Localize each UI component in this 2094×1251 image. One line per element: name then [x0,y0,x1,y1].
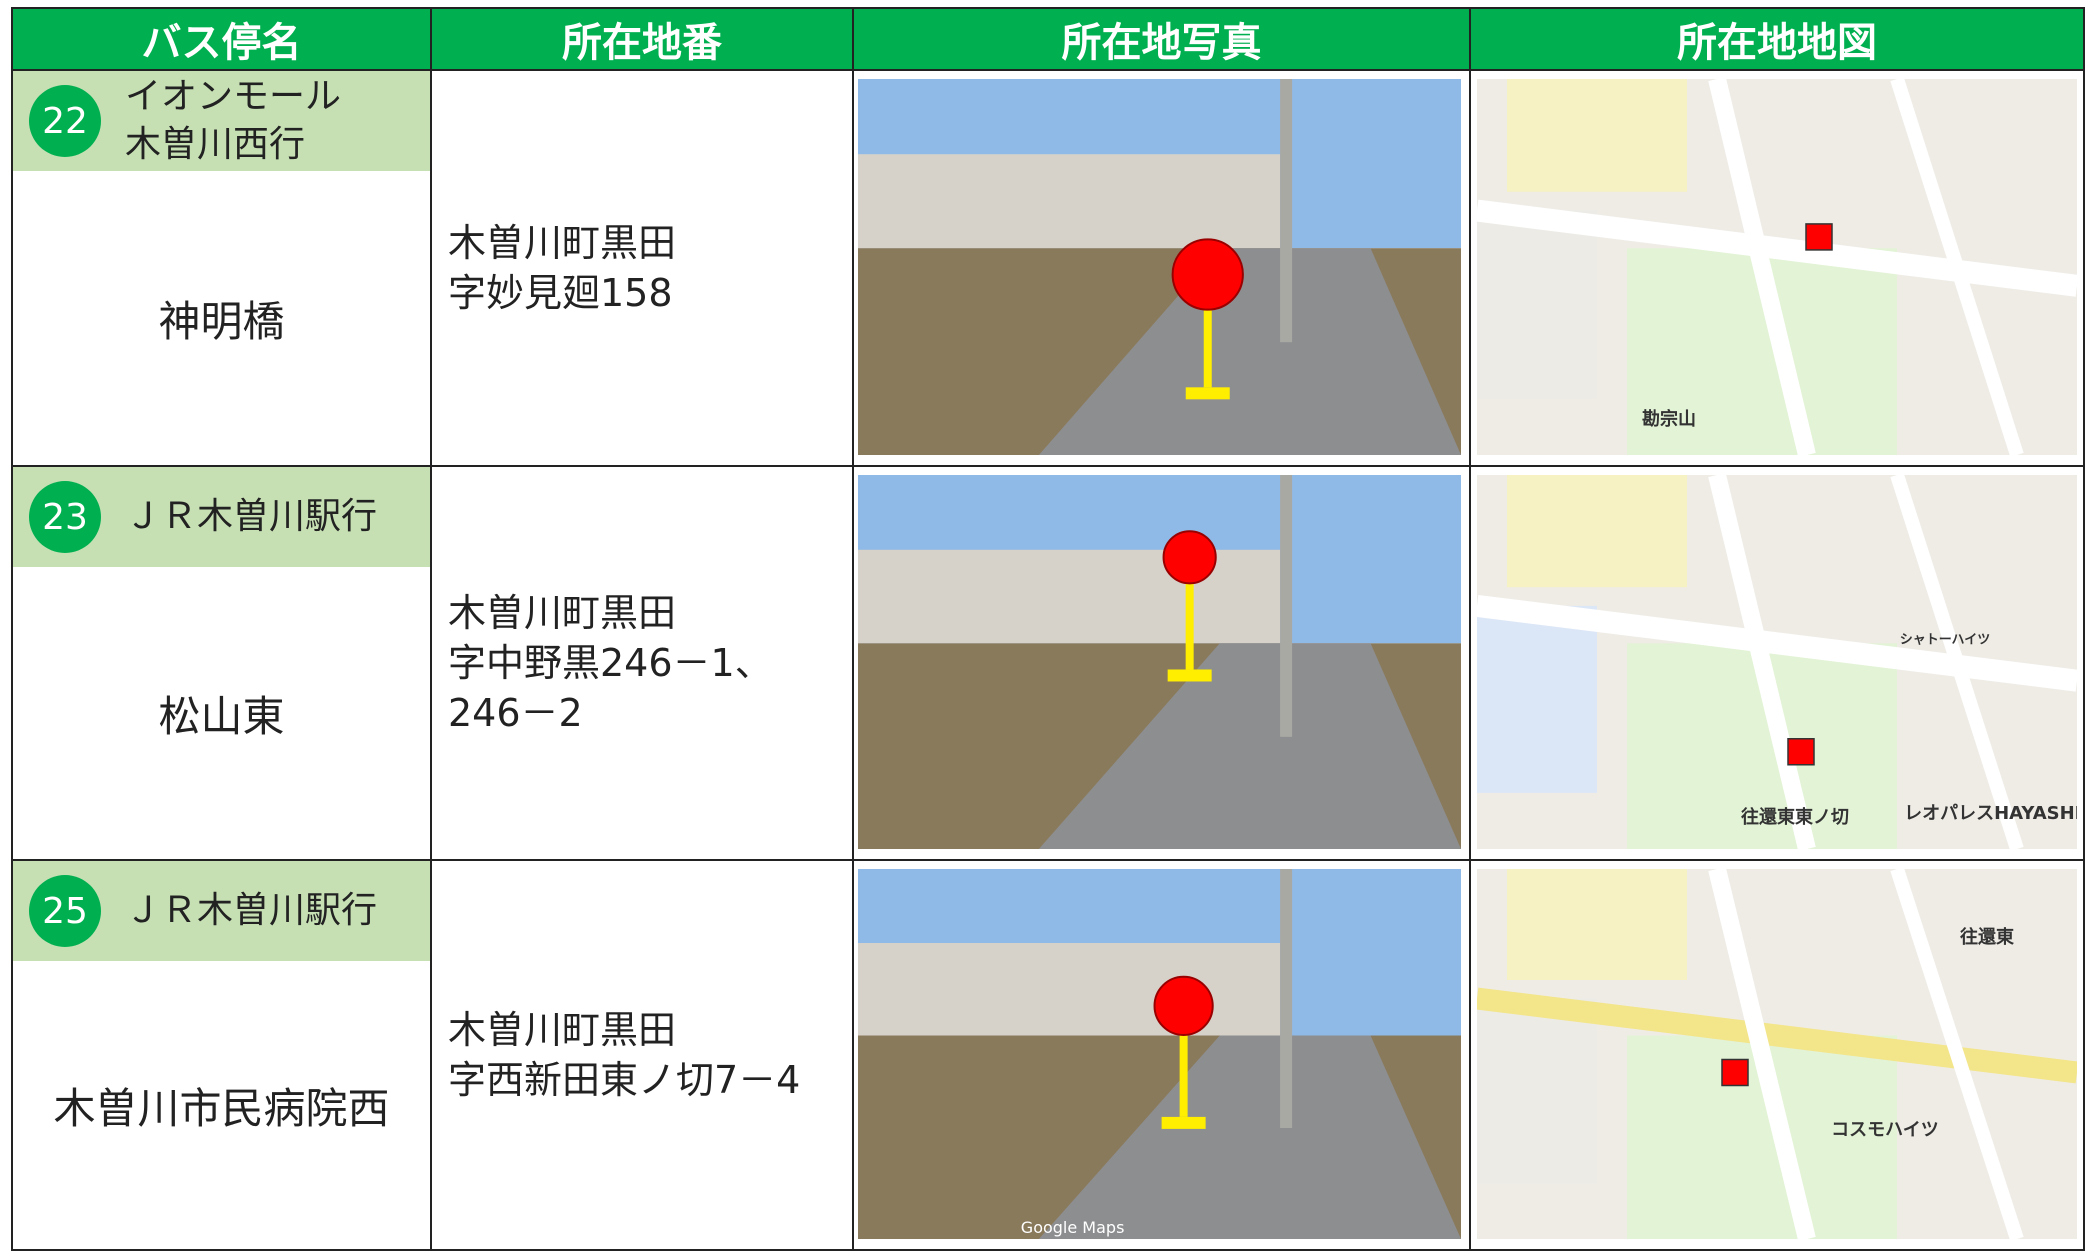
map-cell: 勘宗山 [1469,69,2085,467]
map-road [1890,79,2024,455]
route-number: 22 [29,85,101,157]
stop-base [1161,1116,1206,1129]
stop-cell: 23 ＪＲ木曽川駅行松山東 [11,465,432,861]
address-line: 字妙見廻158 [448,271,673,315]
pole [1280,869,1293,1128]
destination: イオンモール [125,76,342,117]
photo-cell [852,465,1471,861]
map-road [1708,869,1816,1239]
map-road [1477,199,2077,297]
road [1038,1035,1461,1239]
photo [858,475,1461,849]
photo-caption: Google Maps [1021,1218,1125,1237]
stop-name: 木曽川市民病院西 [53,1083,390,1133]
map-road [1477,987,2077,1084]
address: 木曽川町黒田字中野黒246－1、 246－2 [448,467,848,859]
map-zone [1507,475,1687,588]
photo: Google Maps [858,869,1461,1239]
map-zone [1477,998,1597,1184]
map-label: 往還東 [1960,926,2014,948]
stop-base [1185,387,1230,400]
header-cell: バス停名 [11,7,432,71]
map-road [1890,475,2024,849]
stop-cell: 25 ＪＲ木曽川駅行木曽川市民病院西 [11,859,432,1251]
map-road [1708,79,1816,455]
map-road [1708,475,1816,849]
address-cell: 木曽川町黒田字西新田東ノ切7－4 [430,859,854,1251]
route-number: 23 [29,481,101,553]
address-line: 字西新田東ノ切7－4 [448,1058,801,1102]
address-line: 木曽川町黒田 [448,1008,677,1052]
address: 木曽川町黒田字西新田東ノ切7－4 [448,861,848,1249]
destination: ＪＲ木曽川駅行 [125,890,378,931]
map-label: 勘宗山 [1642,408,1696,430]
map-label: レオパレスHAYASHI2 [1904,803,2077,824]
road [1038,643,1461,849]
address-cell: 木曽川町黒田 字妙見廻158 [430,69,854,467]
pole [1280,79,1293,343]
map-road [1477,594,2077,692]
map: 勘宗山 [1477,79,2077,455]
map-label: シャトーハイツ [1900,632,1990,647]
map-cell: 往還東コスモハイツ [1469,859,2085,1251]
map-label: 往還東東ノ切 [1741,806,1849,828]
stop-pole [1203,274,1212,388]
map-zone [1507,869,1687,980]
address-line: 木曽川町黒田 [448,591,677,635]
photo-cell: Google Maps [852,859,1471,1251]
stop-cell: 22 イオンモール 木曽川西行神明橋 [11,69,432,467]
map-zone [1477,605,1597,793]
header-cell: 所在地地図 [1469,7,2085,71]
stop-location [1721,1058,1749,1087]
photo-cell [852,69,1471,467]
stop-location [1805,223,1833,251]
stop-sign [1171,238,1244,311]
map-zone [1507,79,1687,192]
stop-name: 松山東 [158,691,285,741]
header-cell: 所在地番 [430,7,854,71]
road [1038,248,1461,455]
map-label: コスモハイツ [1831,1119,1939,1140]
houses [858,549,1281,644]
map-cell: シャトーハイツ往還東東ノ切 レオパレスHAYASHI2 [1469,465,2085,861]
stop-pole [1185,557,1194,670]
address-line: 246－2 [448,691,583,735]
address: 木曽川町黒田 字妙見廻158 [448,71,848,465]
photo [858,79,1461,455]
address-cell: 木曽川町黒田字中野黒246－1、 246－2 [430,465,854,861]
stop-sign [1162,530,1217,585]
pole [1280,475,1293,737]
houses [858,154,1281,249]
stop-name: 神明橋 [158,296,285,346]
destination: 木曽川西行 [125,124,306,165]
stop-sign [1153,975,1214,1037]
houses [858,943,1281,1036]
stop-pole [1179,1005,1188,1117]
address-line: 字中野黒246－1、 [448,641,773,685]
map-road [1890,869,2024,1239]
map-zone [1477,210,1597,399]
destination: ＪＲ木曽川駅行 [125,496,378,537]
address-line: 木曽川町黒田 [448,221,677,265]
header-cell: 所在地写真 [852,7,1471,71]
stop-base [1167,669,1212,682]
route-number: 25 [29,875,101,947]
stop-location [1787,738,1815,766]
